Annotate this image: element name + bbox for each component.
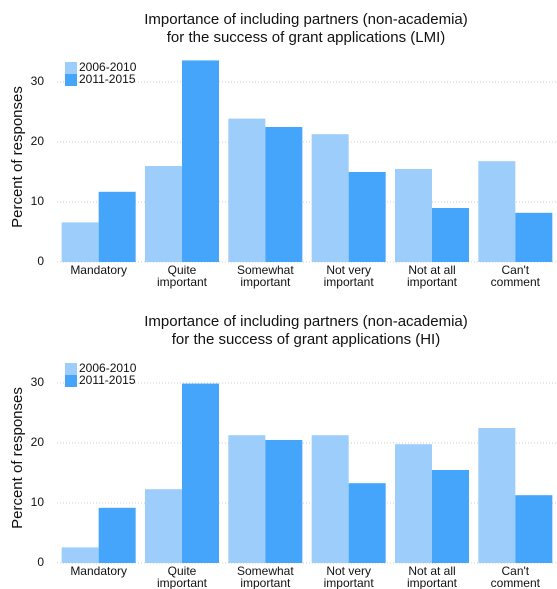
bar	[228, 118, 266, 262]
y-tick-label: 20	[31, 435, 45, 449]
bar	[265, 440, 303, 563]
bar	[348, 483, 386, 563]
bar	[432, 470, 469, 563]
bar	[98, 191, 136, 262]
legend-swatch	[65, 62, 77, 74]
legend-swatch	[65, 74, 77, 86]
x-tick-label: Quite	[168, 564, 197, 578]
x-tick-label: Not very	[326, 564, 371, 578]
x-tick-label: important	[407, 275, 458, 289]
bar	[395, 444, 432, 563]
bar	[515, 495, 553, 563]
x-tick-label: important	[157, 576, 208, 589]
chart-title: for the success of grant applications (H…	[172, 331, 440, 348]
bar	[61, 222, 99, 262]
bar	[432, 208, 469, 262]
x-tick-label: important	[157, 275, 208, 289]
legend-label: 2006-2010	[79, 361, 137, 375]
x-tick-label: Not very	[326, 263, 371, 277]
legend-label: 2006-2010	[79, 60, 137, 74]
x-tick-label: comment	[491, 275, 541, 289]
x-tick-label: important	[407, 576, 458, 589]
bar	[98, 507, 136, 563]
bar	[478, 161, 516, 262]
bar	[348, 172, 386, 262]
bar	[145, 166, 182, 262]
bar	[265, 127, 303, 262]
bar	[395, 169, 432, 262]
y-tick-label: 30	[31, 74, 45, 88]
bar	[228, 435, 266, 563]
chart-title: Importance of including partners (non-ac…	[144, 11, 468, 28]
chart-title: for the success of grant applications (L…	[167, 29, 445, 46]
x-tick-label: important	[324, 275, 375, 289]
legend-swatch	[65, 375, 77, 387]
bar	[145, 489, 182, 563]
bar	[478, 428, 516, 563]
y-axis-label: Percent of responses	[9, 387, 26, 529]
bar	[311, 134, 349, 262]
bar	[311, 435, 349, 563]
x-tick-label: Not at all	[408, 564, 455, 578]
x-tick-label: Can't	[502, 263, 530, 277]
x-tick-label: Mandatory	[70, 564, 127, 578]
legend-label: 2011-2015	[79, 373, 136, 387]
x-tick-label: important	[324, 576, 375, 589]
bar	[61, 547, 99, 563]
x-tick-label: Quite	[168, 263, 197, 277]
bar	[182, 383, 219, 563]
legend-swatch	[65, 363, 77, 375]
x-tick-label: Can't	[502, 564, 530, 578]
y-axis-label: Percent of responses	[9, 86, 26, 228]
legend-label: 2011-2015	[79, 72, 136, 86]
x-tick-label: Somewhat	[237, 564, 294, 578]
bar	[182, 60, 219, 263]
x-tick-label: comment	[491, 576, 541, 589]
y-tick-label: 0	[37, 254, 44, 268]
x-tick-label: Somewhat	[237, 263, 294, 277]
y-tick-label: 10	[31, 495, 45, 509]
x-tick-label: important	[240, 275, 291, 289]
x-tick-label: important	[240, 576, 291, 589]
bar	[515, 212, 553, 262]
y-tick-label: 0	[37, 555, 44, 569]
y-tick-label: 20	[31, 134, 45, 148]
x-tick-label: Not at all	[408, 263, 455, 277]
y-tick-label: 30	[31, 375, 45, 389]
chart-title: Importance of including partners (non-ac…	[144, 313, 468, 330]
y-tick-label: 10	[31, 194, 45, 208]
x-tick-label: Mandatory	[70, 263, 127, 277]
